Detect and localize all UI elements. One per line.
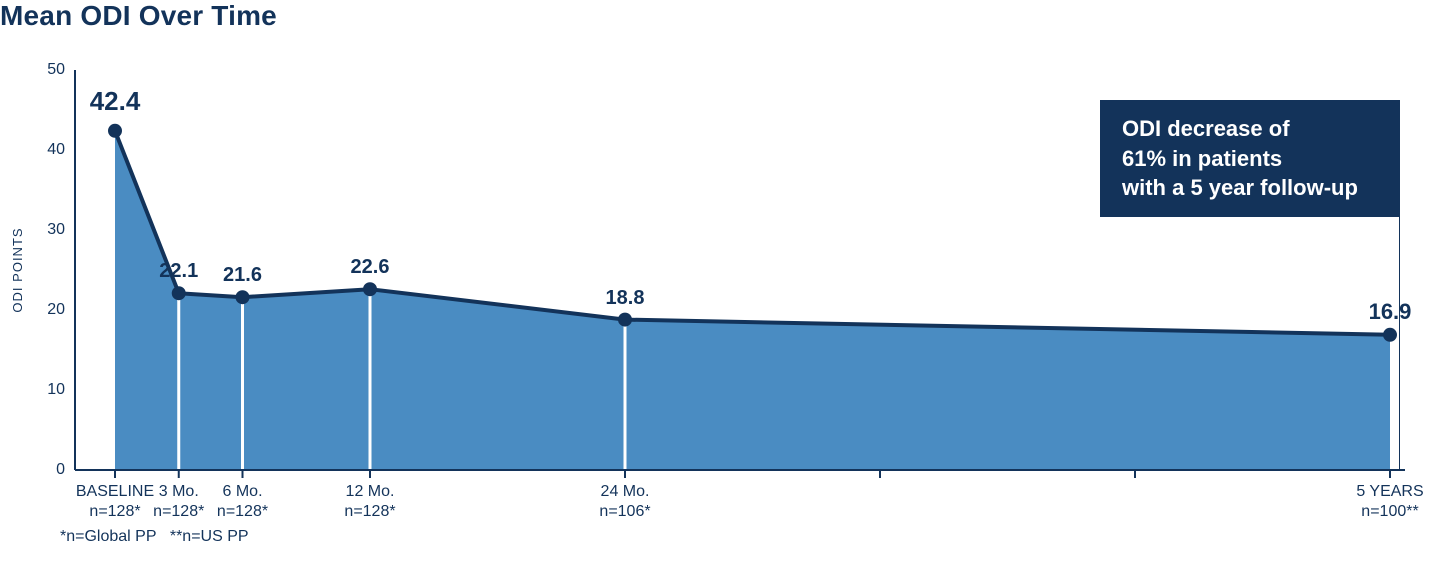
chart-root: Mean ODI Over Time ODI POINTS ODI decrea… <box>0 0 1432 586</box>
callout-drop-line <box>1399 217 1400 470</box>
x-tick-n: n=128* <box>153 502 204 522</box>
data-marker <box>618 313 632 327</box>
x-tick-n: n=100** <box>1356 502 1423 522</box>
value-label: 16.9 <box>1369 299 1412 325</box>
value-label: 22.6 <box>351 256 390 279</box>
callout-line-2: 61% in patients <box>1122 144 1378 174</box>
chart-title: Mean ODI Over Time <box>0 0 277 32</box>
x-tick-label: 12 Mo.n=128* <box>344 482 395 522</box>
x-tick-period: 12 Mo. <box>344 482 395 502</box>
x-tick-label: 5 YEARSn=100** <box>1356 482 1423 522</box>
x-tick-label: 6 Mo.n=128* <box>217 482 268 522</box>
x-tick-n: n=128* <box>344 502 395 522</box>
y-tick-label: 40 <box>47 141 65 159</box>
value-label: 18.8 <box>606 287 645 310</box>
y-tick-label: 0 <box>56 461 65 479</box>
data-marker <box>236 290 250 304</box>
x-tick-label: 3 Mo.n=128* <box>153 482 204 522</box>
data-marker <box>1383 328 1397 342</box>
data-marker <box>108 124 122 138</box>
data-marker <box>363 282 377 296</box>
x-tick-period: 6 Mo. <box>217 482 268 502</box>
x-tick-period: BASELINE <box>76 482 154 502</box>
y-axis-title: ODI POINTS <box>10 227 25 312</box>
value-label: 22.1 <box>159 260 198 283</box>
callout-box: ODI decrease of 61% in patients with a 5… <box>1100 100 1400 217</box>
data-marker <box>172 286 186 300</box>
value-label: 21.6 <box>223 264 262 287</box>
x-tick-label: 24 Mo.n=106* <box>599 482 650 522</box>
x-tick-n: n=128* <box>217 502 268 522</box>
x-tick-period: 3 Mo. <box>153 482 204 502</box>
x-tick-period: 24 Mo. <box>599 482 650 502</box>
footnote-text: *n=Global PP **n=US PP <box>60 528 249 546</box>
x-tick-n: n=128* <box>76 502 154 522</box>
callout-line-3: with a 5 year follow-up <box>1122 173 1378 203</box>
y-tick-label: 10 <box>47 381 65 399</box>
y-tick-label: 50 <box>47 61 65 79</box>
callout-line-1: ODI decrease of <box>1122 114 1378 144</box>
value-label: 42.4 <box>90 86 141 117</box>
x-tick-period: 5 YEARS <box>1356 482 1423 502</box>
y-tick-label: 20 <box>47 301 65 319</box>
x-tick-label: BASELINEn=128* <box>76 482 154 522</box>
x-tick-n: n=106* <box>599 502 650 522</box>
y-tick-label: 30 <box>47 221 65 239</box>
